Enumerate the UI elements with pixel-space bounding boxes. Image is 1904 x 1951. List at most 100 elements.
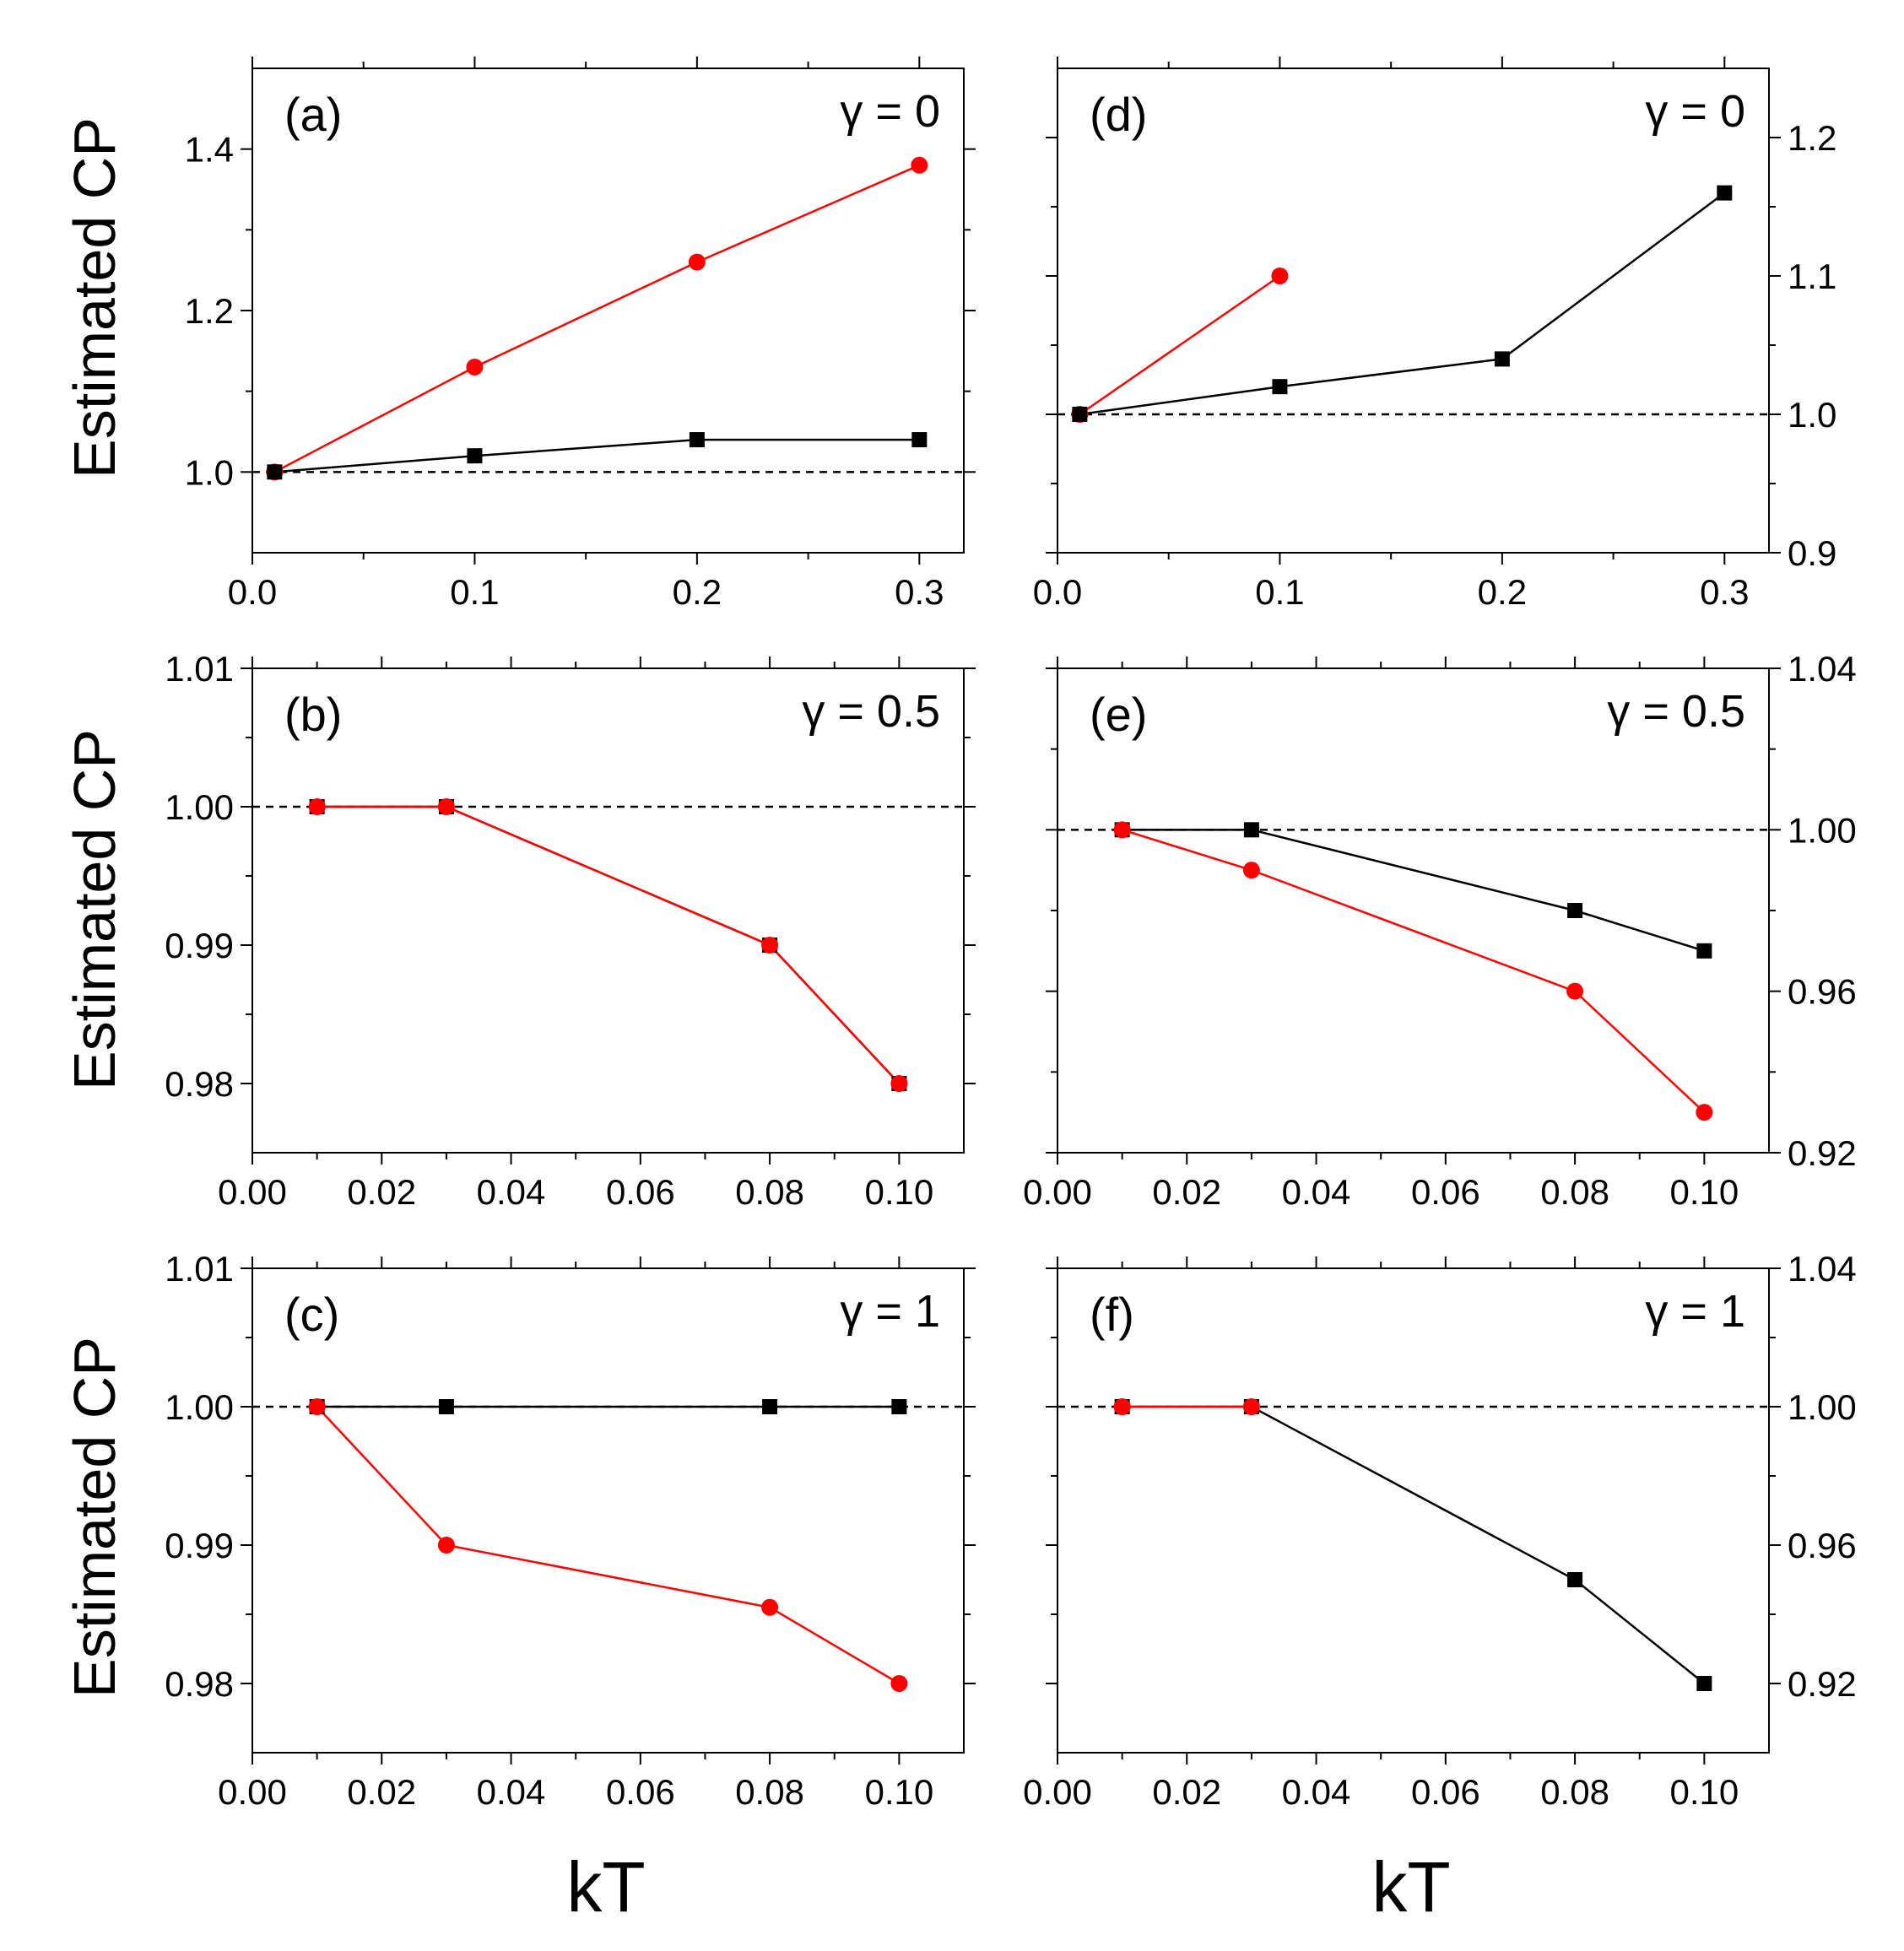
panel-e-series-0-point	[1243, 822, 1259, 838]
panel-e-xtick-label: 0.02	[1152, 1172, 1221, 1212]
panel-f-series-1-point	[1242, 1398, 1260, 1415]
panel-f-frame	[1057, 1267, 1770, 1754]
panel-e-frame	[1057, 667, 1770, 1154]
panel-c-letter: (c)	[284, 1288, 339, 1341]
panel-d-series-0-line	[1079, 274, 1281, 416]
y-axis-label-row-3: Estimated CP	[62, 1337, 127, 1698]
panel-b-ytick-label: 0.99	[165, 926, 234, 965]
panel-b-xtick-label: 0.02	[347, 1172, 416, 1212]
panel-e-series-1-point	[1242, 862, 1260, 879]
panel-f-ytick-label: 1.04	[1788, 1249, 1857, 1289]
panel-a-gamma-label: γ = 0	[840, 86, 940, 137]
panel-d-series-1-point	[1494, 351, 1510, 367]
panel-e-xtick-label: 0.10	[1669, 1172, 1739, 1212]
panel-e-ytick-label: 1.04	[1788, 649, 1857, 689]
panel-f-xtick-label: 0.08	[1540, 1772, 1609, 1812]
panel-b-series-1-point	[437, 798, 455, 815]
panel-e-gamma-label: γ = 0.5	[1607, 686, 1745, 737]
panel-c-ytick-label: 0.99	[165, 1526, 234, 1565]
panel-f-letter: (f)	[1090, 1288, 1134, 1341]
panel-f: 0.00 0.02 0.04 0.06 0.08 0.10 0.92 0.96 1.00 1.04…	[1023, 1249, 1857, 1812]
panel-d-frame	[1057, 68, 1770, 554]
panel-d-xtick-label: 0.0	[1033, 572, 1082, 612]
panel-e-series-1-point	[1113, 821, 1131, 839]
panel-e-xtick-label: 0.06	[1411, 1172, 1480, 1212]
panel-f-gamma-label: γ = 1	[1645, 1286, 1745, 1337]
panel-e-ytick-label: 0.92	[1788, 1133, 1857, 1173]
panel-e-series-1-line	[1122, 829, 1706, 1114]
panel-d-series-1-line	[1079, 192, 1726, 416]
panel-b-series-1-line	[316, 805, 901, 1084]
panel-c-xtick-label: 0.06	[606, 1772, 675, 1812]
panel-c-ytick-label: 1.00	[165, 1387, 234, 1427]
panel-d-ytick-label: 0.9	[1788, 533, 1836, 573]
panel-a-frame	[252, 68, 965, 554]
panel-d-series-1-point	[1072, 407, 1088, 422]
panel-c-series-1-point	[890, 1675, 908, 1692]
panel-a-ytick-label: 1.2	[185, 291, 234, 331]
panel-a-xtick-label: 0.1	[450, 572, 499, 612]
panel-e-xtick-label: 0.00	[1023, 1172, 1092, 1212]
panel-e-ytick-label: 0.96	[1788, 972, 1857, 1012]
panel-f-ytick-label: 0.96	[1788, 1526, 1857, 1565]
panel-f-series-1-point	[1113, 1398, 1131, 1415]
panel-c-gamma-label: γ = 1	[840, 1286, 940, 1337]
panel-a-series-1-point	[467, 448, 483, 464]
panel-b-xtick-label: 0.10	[864, 1172, 933, 1212]
panel-e-series-1-point	[1696, 1104, 1713, 1121]
panel-c-frame	[252, 1267, 965, 1754]
panel-d-xtick-label: 0.2	[1478, 572, 1527, 612]
panel-c-series-0-point	[438, 1399, 454, 1414]
panel-d-letter: (d)	[1090, 88, 1147, 141]
panel-c-xtick-label: 0.10	[864, 1772, 933, 1812]
panel-e-series-1-point	[1566, 982, 1584, 1000]
panel-a-series-0-point	[688, 253, 706, 271]
panel-f-ytick-label: 0.92	[1788, 1664, 1857, 1704]
panel-e-xtick-label: 0.08	[1540, 1172, 1609, 1212]
panel-b-series-1-point	[761, 937, 779, 954]
panel-b-letter: (b)	[284, 688, 342, 741]
panel-b-series-1-point	[890, 1075, 908, 1092]
panel-d-ytick-label: 1.1	[1788, 257, 1836, 296]
panel-a-xtick-label: 0.3	[895, 572, 944, 612]
panel-f-xtick-label: 0.02	[1152, 1772, 1221, 1812]
panel-a: 0.0 0.1 0.2 0.3 1.0 1.2 1.4 (a) γ = 0	[185, 57, 976, 612]
panel-b-ytick-label: 0.98	[165, 1064, 234, 1104]
panel-a-series-1-point	[689, 432, 705, 448]
panel-b: 0.00 0.02 0.04 0.06 0.08 0.10 0.98 0.99 1.00 1.01…	[165, 649, 976, 1212]
panels: 0.0 0.1 0.2 0.3 1.0 1.2 1.4 (a) γ = 0 0.00 0.02 0.0…	[165, 57, 1857, 1812]
panel-c-series-1-line	[316, 1406, 900, 1685]
panel-a-series-0-point	[911, 156, 928, 174]
panel-a-ytick-label: 1.4	[185, 130, 234, 170]
panel-f-ytick-label: 1.00	[1788, 1387, 1857, 1427]
panel-b-ytick-label: 1.00	[165, 787, 234, 827]
panel-b-series-0-line	[316, 805, 901, 1084]
panel-d-xtick-label: 0.1	[1255, 572, 1304, 612]
panel-d-gamma-label: γ = 0	[1645, 86, 1745, 137]
panel-a-letter: (a)	[284, 88, 342, 141]
panel-d-series-0-point	[1271, 268, 1289, 284]
panel-d-xtick-label: 0.3	[1700, 572, 1749, 612]
panel-b-ytick-label: 1.01	[165, 649, 234, 689]
panel-c-xtick-label: 0.00	[218, 1772, 287, 1812]
panel-a-xtick-label: 0.0	[228, 572, 277, 612]
panel-b-gamma-label: γ = 0.5	[802, 686, 940, 737]
panel-d-series-1-point	[1272, 379, 1288, 395]
panel-a-ytick-label: 1.0	[185, 452, 234, 492]
panel-f-xtick-label: 0.04	[1282, 1772, 1351, 1812]
panel-a-series-0-line	[273, 164, 920, 473]
panel-b-series-1-point	[308, 798, 326, 815]
panel-a-series-1-line	[274, 438, 920, 473]
panel-c-xtick-label: 0.04	[477, 1772, 546, 1812]
panel-e-letter: (e)	[1090, 688, 1147, 741]
panel-e-xtick-label: 0.04	[1282, 1172, 1351, 1212]
x-axis-label-right: kT	[1371, 1847, 1450, 1927]
panel-c-series-0-point	[762, 1399, 778, 1414]
panel-c-series-1-point	[437, 1537, 455, 1554]
panel-e-series-0-line	[1122, 829, 1705, 953]
x-axis-label-left: kT	[566, 1847, 645, 1927]
panel-c-xtick-label: 0.02	[347, 1772, 416, 1812]
panel-a-xtick-label: 0.2	[673, 572, 722, 612]
y-axis-label-row-2: Estimated CP	[62, 729, 127, 1090]
